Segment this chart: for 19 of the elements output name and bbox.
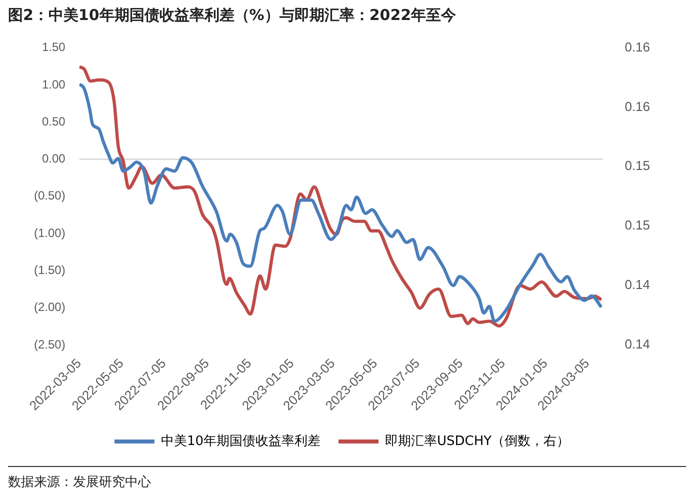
source-note: 数据来源：发展研究中心 bbox=[8, 466, 686, 491]
y2-tick-label: 0.16 bbox=[624, 39, 650, 54]
y2-tick-label: 0.15 bbox=[624, 158, 650, 174]
y-tick-label: (2.00) bbox=[34, 300, 66, 314]
y2-tick-label: 0.15 bbox=[624, 218, 650, 233]
y-tick-label: (2.50) bbox=[34, 337, 66, 352]
y-tick-label: (1.00) bbox=[34, 226, 66, 240]
y-tick-label: 1.00 bbox=[42, 77, 66, 92]
y-tick-label: (0.50) bbox=[34, 188, 66, 203]
legend-label: 即期汇率USDCHY（倒数，右） bbox=[384, 432, 570, 449]
y2-tick-label: 0.16 bbox=[624, 98, 650, 114]
legend-label: 中美10年期国债收益率利差 bbox=[160, 432, 320, 449]
y-tick-label: 1.50 bbox=[42, 40, 66, 54]
y-tick-label: 0.50 bbox=[42, 114, 66, 128]
y2-tick-label: 0.14 bbox=[624, 277, 650, 292]
y-tick-label: 0.00 bbox=[42, 152, 66, 166]
y-tick-label: (1.50) bbox=[34, 262, 66, 277]
chart-title: 图2：中美10年期国债收益率利差（%）与即期汇率：2022年至今 bbox=[8, 6, 456, 25]
y2-tick-label: 0.14 bbox=[624, 336, 650, 352]
